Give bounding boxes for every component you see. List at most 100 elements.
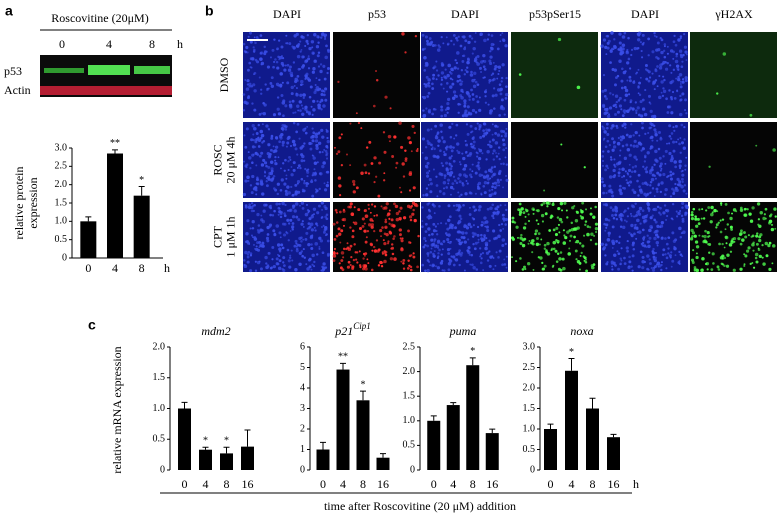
nucleus <box>586 233 590 237</box>
nucleus <box>664 56 667 59</box>
nucleus <box>413 252 415 254</box>
nucleus <box>284 170 286 172</box>
nucleus <box>752 241 754 243</box>
nucleus <box>283 233 286 236</box>
nucleus <box>470 89 473 92</box>
y-tick-label: 1.5 <box>55 197 68 208</box>
nucleus <box>775 215 777 217</box>
nucleus <box>375 70 377 72</box>
nucleus <box>422 34 425 37</box>
nucleus <box>755 253 759 257</box>
nucleus <box>327 185 329 187</box>
nucleus <box>260 179 263 182</box>
nucleus <box>684 51 687 54</box>
significance: ** <box>338 352 348 363</box>
nucleus <box>423 96 426 99</box>
nucleus <box>580 210 583 213</box>
nucleus <box>257 182 260 185</box>
nucleus <box>458 173 461 176</box>
nucleus <box>629 79 632 82</box>
nucleus <box>458 220 462 224</box>
nucleus <box>252 220 255 223</box>
nucleus <box>577 260 580 263</box>
nucleus <box>445 222 447 224</box>
nucleus <box>610 158 612 160</box>
bar <box>220 453 233 470</box>
nucleus <box>557 242 559 244</box>
nucleus <box>541 262 543 264</box>
nucleus <box>574 227 577 230</box>
nucleus <box>619 161 622 164</box>
nucleus <box>352 230 355 233</box>
nucleus <box>685 112 687 114</box>
nucleus <box>606 111 609 114</box>
nucleus <box>300 80 303 83</box>
nucleus <box>296 79 299 82</box>
nucleus <box>557 207 560 210</box>
nucleus <box>492 134 494 136</box>
nucleus <box>558 231 560 233</box>
nucleus <box>708 166 710 168</box>
nucleus <box>450 77 452 79</box>
nucleus <box>671 260 674 263</box>
nucleus <box>624 99 627 102</box>
nucleus <box>280 94 283 97</box>
nucleus <box>244 179 247 182</box>
nucleus <box>501 263 504 266</box>
significance: * <box>470 346 475 357</box>
nucleus <box>287 191 291 195</box>
nucleus <box>433 148 436 151</box>
x-tick-label: 4 <box>569 477 575 491</box>
nucleus <box>307 228 309 230</box>
nucleus <box>336 212 338 214</box>
nucleus <box>428 170 430 172</box>
nucleus <box>470 226 473 229</box>
row-label: 1 μM 1h <box>223 216 237 257</box>
nucleus <box>701 268 703 270</box>
nucleus <box>608 235 610 237</box>
nucleus <box>536 243 539 246</box>
nucleus <box>484 91 486 93</box>
nucleus <box>626 246 629 249</box>
nucleus <box>656 172 659 175</box>
nucleus <box>443 75 446 78</box>
nucleus <box>480 71 482 73</box>
nucleus <box>275 163 277 165</box>
nucleus <box>665 219 667 221</box>
nucleus <box>685 157 687 159</box>
nucleus <box>720 231 723 234</box>
nucleus <box>672 141 675 144</box>
nucleus <box>256 153 259 156</box>
nucleus <box>390 257 393 260</box>
nucleus <box>377 195 380 198</box>
nucleus <box>469 213 472 216</box>
nucleus <box>311 195 314 198</box>
nucleus <box>632 134 634 136</box>
nucleus <box>498 70 500 72</box>
nucleus <box>308 217 311 220</box>
nucleus <box>292 207 295 210</box>
nucleus <box>584 166 586 168</box>
nucleus <box>396 162 399 165</box>
nucleus <box>310 148 313 151</box>
nucleus <box>496 78 498 80</box>
nucleus <box>437 241 440 244</box>
y-tick-label: 2.5 <box>523 362 536 373</box>
nucleus <box>608 219 610 221</box>
nucleus <box>276 83 279 86</box>
bar <box>486 433 499 470</box>
nucleus <box>607 150 610 153</box>
nucleus <box>327 49 330 52</box>
nucleus <box>472 232 475 235</box>
nucleus <box>259 155 262 158</box>
nucleus <box>472 98 475 101</box>
nucleus <box>247 95 249 97</box>
nucleus <box>363 253 365 255</box>
nucleus <box>477 234 480 237</box>
nucleus <box>423 114 426 117</box>
nucleus <box>272 49 275 52</box>
nucleus <box>620 108 622 110</box>
y-tick-label: 1.5 <box>523 403 536 414</box>
nucleus <box>399 233 402 236</box>
